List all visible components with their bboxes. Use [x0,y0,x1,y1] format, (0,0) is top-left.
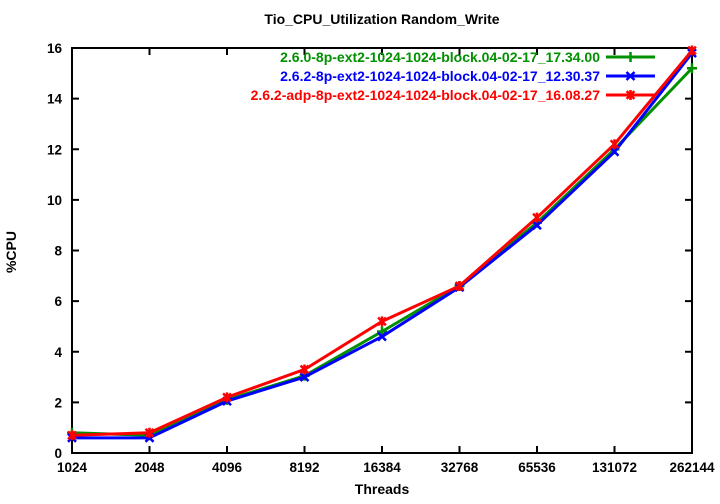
legend-label: 2.6.2-8p-ext2-1024-1024-block.04-02-17_1… [280,68,600,84]
x-tick-label: 1024 [57,460,88,475]
series-marker-2 [377,316,387,327]
series-marker-1 [299,372,310,382]
series-line-1 [70,51,694,440]
series-marker-1 [609,146,620,157]
y-tick-label: 14 [47,92,63,107]
y-tick-label: 10 [47,193,62,208]
legend-marker [625,52,636,62]
series-marker-1 [377,331,387,342]
x-tick-label: 8192 [289,460,319,475]
series-marker-2 [144,427,155,438]
y-tick-label: 12 [47,142,62,157]
series-line-2 [70,49,694,437]
series-line-0 [70,66,694,437]
y-tick-label: 2 [54,395,62,410]
series-marker-2 [609,139,620,150]
series-marker-0 [687,63,697,74]
x-tick-label: 16384 [363,460,401,475]
x-tick-label: 262144 [669,460,715,475]
y-tick-label: 4 [54,345,62,360]
series-marker-2 [222,392,232,403]
y-axis-label: %CPU [3,231,19,274]
y-tick-label: 8 [54,244,62,259]
y-tick-label: 16 [47,41,63,56]
legend-marker [625,90,636,100]
legend-label: 2.6.0-8p-ext2-1024-1024-block.04-02-17_1… [280,49,600,65]
x-axis-label: Threads [354,481,410,497]
x-tick-label: 131072 [592,460,637,475]
plot-border [71,47,693,454]
y-tick-label: 0 [54,446,62,461]
chart-title: Tio_CPU_Utilization Random_Write [264,11,500,27]
series-marker-2 [299,364,310,375]
x-tick-label: 65536 [518,460,556,475]
x-tick-label: 4096 [212,460,243,475]
x-tick-label: 2048 [134,460,165,475]
series-marker-2 [687,45,697,56]
series-marker-2 [67,430,77,441]
y-tick-label: 6 [54,294,62,309]
x-tick-label: 32768 [441,460,479,475]
series-marker-2 [532,212,542,223]
legend-marker [625,71,636,81]
series-marker-1 [532,220,542,231]
legend-label: 2.6.2-adp-8p-ext2-1024-1024-block.04-02-… [251,87,601,103]
series-marker-2 [454,280,465,291]
